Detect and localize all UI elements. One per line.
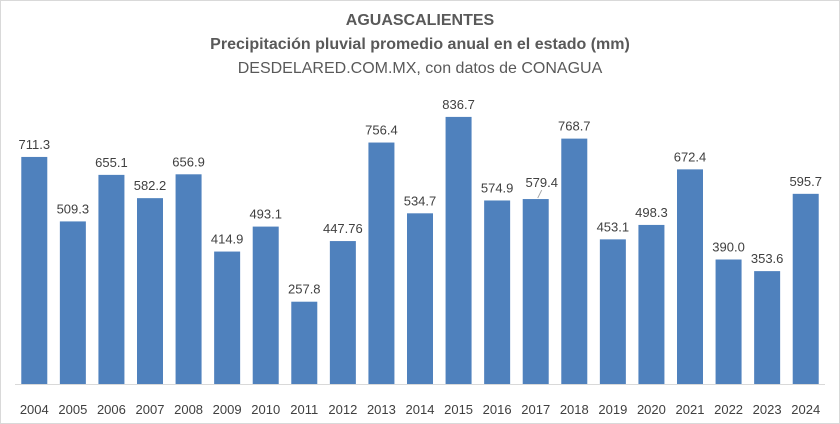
bar-2024 xyxy=(792,193,819,384)
data-label: 836.7 xyxy=(442,97,475,112)
data-label: 414.9 xyxy=(211,232,244,247)
bar-2005 xyxy=(59,221,86,384)
data-label: 257.8 xyxy=(288,282,321,297)
data-label: 756.4 xyxy=(365,123,398,138)
bar-2006 xyxy=(98,174,125,384)
x-tick-label: 2020 xyxy=(637,402,666,417)
x-tick-label: 2014 xyxy=(406,402,435,417)
bar-2010 xyxy=(252,226,279,384)
x-tick-label: 2017 xyxy=(521,402,550,417)
x-tick-label: 2009 xyxy=(213,402,242,417)
data-label: 655.1 xyxy=(95,155,128,170)
bar-2016 xyxy=(484,200,511,384)
bar-2013 xyxy=(368,142,395,384)
x-tick-label: 2005 xyxy=(58,402,87,417)
data-label: 582.2 xyxy=(134,178,167,193)
bar-2014 xyxy=(407,213,433,384)
x-tick-label: 2021 xyxy=(676,402,705,417)
bar-2023 xyxy=(754,271,781,384)
x-tick-label: 2006 xyxy=(97,402,126,417)
data-label: 453.1 xyxy=(597,219,630,234)
bar-2020 xyxy=(638,224,665,384)
data-label: 493.1 xyxy=(249,207,282,222)
data-label: 656.9 xyxy=(172,154,205,169)
x-tick-label: 2023 xyxy=(753,402,782,417)
chart-source: DESDELARED.COM.MX, con datos de CONAGUA xyxy=(237,60,603,77)
data-label: 498.3 xyxy=(635,205,668,220)
x-tick-label: 2013 xyxy=(367,402,396,417)
data-label: 353.6 xyxy=(751,251,784,266)
x-tick-label: 2004 xyxy=(20,402,49,417)
x-tick-label: 2015 xyxy=(444,402,473,417)
x-tick-label: 2022 xyxy=(714,402,743,417)
data-label: 768.7 xyxy=(558,119,591,134)
bar-2007 xyxy=(137,198,163,384)
bar-2018 xyxy=(561,138,588,384)
x-tick-label: 2012 xyxy=(328,402,357,417)
x-tick-label: 2016 xyxy=(483,402,512,417)
x-tick-label: 2011 xyxy=(290,402,318,417)
leader-line xyxy=(537,189,543,199)
data-label: 672.4 xyxy=(674,149,707,164)
data-label: 534.7 xyxy=(404,193,437,208)
data-label: 595.7 xyxy=(789,174,822,189)
bar-2015 xyxy=(445,116,472,384)
data-label: 574.9 xyxy=(481,180,514,195)
data-label: 390.0 xyxy=(712,240,745,255)
data-label: 711.3 xyxy=(18,137,50,152)
chart-title: AGUASCALIENTES xyxy=(345,12,495,29)
data-label: 579.4 xyxy=(525,175,558,190)
x-tick-label: 2018 xyxy=(560,402,589,417)
bar-2012 xyxy=(329,241,356,384)
x-tick-label: 2008 xyxy=(174,402,203,417)
x-tick-label: 2010 xyxy=(251,402,280,417)
bar-2019 xyxy=(599,239,626,384)
x-tick-label: 2024 xyxy=(791,402,820,417)
x-tick-label: 2019 xyxy=(598,402,627,417)
bar-2011 xyxy=(291,301,318,384)
bar-2022 xyxy=(715,259,742,384)
x-tick-label: 2007 xyxy=(136,402,165,417)
bar-2021 xyxy=(677,169,703,384)
chart-subtitle: Precipitación pluvial promedio anual en … xyxy=(210,36,630,53)
bar-2017 xyxy=(522,199,549,384)
bar-2009 xyxy=(214,251,241,384)
bar-2008 xyxy=(175,174,202,384)
data-label: 509.3 xyxy=(57,201,90,216)
data-label: 447.76 xyxy=(323,221,363,236)
bar-2004 xyxy=(21,156,48,384)
